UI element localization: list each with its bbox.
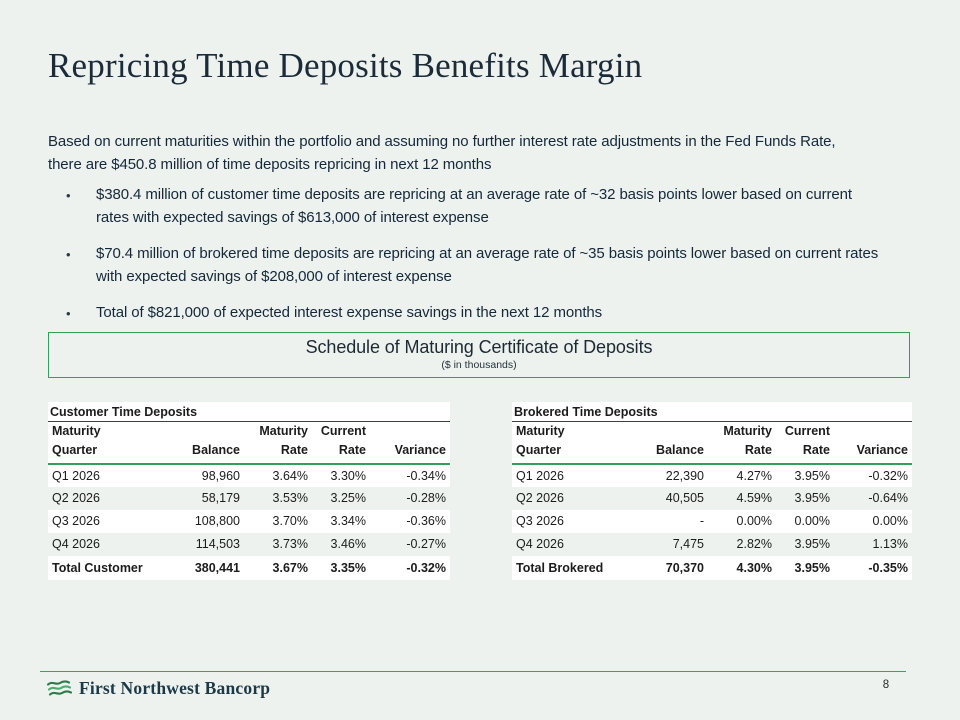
- schedule-heading-box: Schedule of Maturing Certificate of Depo…: [48, 332, 910, 378]
- footer-divider: [40, 671, 906, 672]
- table-total-row: Total Customer 380,441 3.67% 3.35% -0.32…: [48, 555, 450, 580]
- table-header-row: Maturity Quarter Balance Maturity Rate Cur…: [512, 421, 912, 465]
- bullet-text: $380.4 million of customer time deposits…: [96, 186, 852, 226]
- table-row: Q4 2026 7,475 2.82% 3.95% 1.13%: [512, 532, 912, 556]
- col-header-current-rate: Current Rate: [776, 421, 834, 465]
- bullet-text: $70.4 million of brokered time deposits …: [96, 244, 879, 285]
- col-header-maturity-rate: Maturity Rate: [708, 421, 776, 465]
- bullet-item: • $380.4 million of customer time deposi…: [66, 184, 890, 230]
- table-title: Brokered Time Deposits: [512, 402, 912, 422]
- waves-logo-icon: [46, 679, 72, 696]
- bullet-icon: •: [66, 246, 71, 262]
- slide-title: Repricing Time Deposits Benefits Margin: [48, 46, 643, 85]
- col-header-variance: Variance: [834, 421, 912, 465]
- bullet-text: Total of $821,000 of expected interest e…: [96, 303, 603, 321]
- col-header-maturity-quarter: Maturity Quarter: [48, 421, 158, 465]
- page-number: 8: [882, 679, 890, 691]
- table-row: Q1 2026 22,390 4.27% 3.95% -0.32%: [516, 468, 908, 483]
- col-header-maturity-quarter: Maturity Quarter: [512, 421, 620, 465]
- bullet-list: • $380.4 million of customer time deposi…: [66, 184, 890, 338]
- table-row: Q2 2026 58,179 3.53% 3.25% -0.28%: [48, 486, 450, 510]
- table-title-row: Brokered Time Deposits: [512, 402, 912, 422]
- col-header-maturity-rate: Maturity Rate: [244, 421, 312, 465]
- col-header-variance: Variance: [370, 421, 450, 465]
- col-header-balance: Balance: [620, 421, 708, 465]
- bullet-icon: •: [66, 188, 71, 203]
- bullet-item: • Total of $821,000 of expected interest…: [66, 302, 890, 325]
- table-header-row: Maturity Quarter Balance Maturity Rate Cur…: [48, 421, 450, 465]
- table-total-row: Total Brokered 70,370 4.30% 3.95% -0.35%: [512, 555, 912, 580]
- table-row: Q2 2026 40,505 4.59% 3.95% -0.64%: [512, 486, 912, 510]
- brokered-time-deposits-table: Brokered Time Deposits Maturity Quarter B…: [512, 402, 912, 580]
- bullet-icon: •: [66, 305, 71, 321]
- table-title: Customer Time Deposits: [48, 402, 450, 422]
- col-header-current-rate: Current Rate: [312, 421, 370, 465]
- schedule-title: Schedule of Maturing Certificate of Depo…: [305, 337, 653, 357]
- table-row: Q4 2026 114,503 3.73% 3.46% -0.27%: [48, 532, 450, 556]
- intro-paragraph: Based on current maturities within the p…: [48, 133, 836, 173]
- table-row: Q3 2026 108,800 3.70% 3.34% -0.36%: [52, 514, 446, 529]
- company-name: First Northwest Bancorp: [79, 678, 271, 698]
- customer-time-deposits-table: Customer Time Deposits Maturity Quarter B…: [48, 402, 450, 580]
- company-logo: First Northwest Bancorp: [46, 678, 270, 699]
- bullet-item: • $70.4 million of brokered time deposit…: [66, 243, 890, 289]
- table-title-row: Customer Time Deposits: [48, 402, 450, 422]
- schedule-subtitle: ($ in thousands): [441, 359, 517, 371]
- table-row: Q3 2026 - 0.00% 0.00% 0.00%: [516, 514, 908, 529]
- col-header-balance: Balance: [158, 421, 244, 465]
- table-row: Q1 2026 98,960 3.64% 3.30% -0.34%: [52, 468, 446, 483]
